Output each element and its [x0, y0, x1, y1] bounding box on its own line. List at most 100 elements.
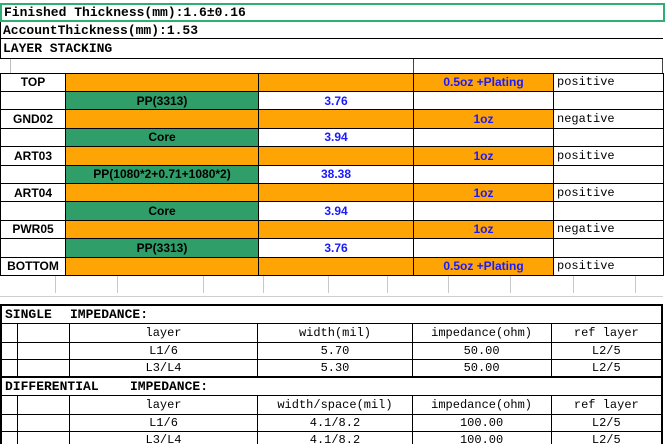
width-header: width(mil) — [258, 323, 413, 342]
ref-layer-cell: L2/5 — [591, 432, 621, 444]
material-cell — [66, 147, 259, 166]
single-impedance-row: L3/L4 5.30 50.00 L2/5 — [2, 359, 661, 376]
stackup-row-bottom: BOTTOM 0.5oz +Plating positive — [1, 257, 664, 276]
thickness-cell — [259, 147, 414, 166]
polarity-cell: positive — [554, 183, 664, 203]
gridline — [635, 275, 636, 293]
layer-header: layer — [70, 395, 259, 414]
stackup-row-gnd02: GND02 1oz negative — [1, 110, 664, 129]
spacer-cell — [2, 323, 18, 342]
layer-name-cell — [1, 128, 66, 148]
thickness-cell — [259, 257, 414, 276]
gridline-strip — [0, 275, 663, 297]
spacer-cell — [18, 395, 70, 414]
spacer-cell — [2, 395, 18, 414]
spacer — [0, 297, 666, 304]
stackup-row-dielectric: PP(1080*2+0.71+1080*2) 38.38 — [1, 165, 664, 184]
account-thickness-text: AccountThickness(mm):1.53 — [3, 22, 199, 38]
layer-name-cell: BOTTOM — [1, 257, 66, 276]
spacer-cell — [18, 414, 70, 431]
gridline — [662, 59, 663, 73]
ref-layer-header: ref layer — [573, 325, 639, 340]
gridline — [328, 275, 329, 293]
ref-layer-cell: L2/5 — [591, 343, 621, 358]
polarity-cell — [554, 239, 664, 258]
layer-stacking-title: LAYER STACKING — [3, 41, 113, 56]
layer-name-cell: ART03 — [1, 147, 66, 166]
copper-weight-cell: 1oz — [414, 183, 554, 203]
copper-weight-cell: 1oz — [414, 110, 554, 129]
layer-cell: L3/L4 — [70, 359, 259, 376]
layer-name-cell — [1, 239, 66, 258]
spacer-cell — [2, 414, 18, 431]
stackup-row-dielectric: Core 3.94 — [1, 202, 664, 221]
width-space-header: width/space(mil) — [258, 395, 413, 414]
ref-layer-cell: L2/5 — [591, 360, 621, 375]
width-cell: 5.70 — [258, 342, 413, 359]
impedance-cell: 100.00 — [413, 414, 552, 431]
differential-impedance-title: DIFFERENTIAL IMPEDANCE: — [2, 378, 661, 396]
differential-impedance-table: DIFFERENTIAL IMPEDANCE: layer width/spac… — [0, 375, 663, 444]
stackup-row-top: TOP 0.5oz +Plating positive — [1, 73, 664, 92]
width-space-cell: 4.1/8.2 — [258, 431, 413, 444]
layer-name-cell — [1, 165, 66, 184]
account-thickness-row: AccountThickness(mm):1.53 — [0, 22, 663, 39]
layer-stacking-title-row: LAYER STACKING — [0, 39, 663, 59]
material-cell — [66, 110, 259, 129]
impedance-cell: 50.00 — [413, 342, 552, 359]
gridline — [263, 275, 264, 293]
stackup-row-dielectric: Core 3.94 — [1, 128, 664, 148]
stackup-row-pwr05: PWR05 1oz negative — [1, 220, 664, 240]
differential-impedance-row: L3/L4 4.1/8.2 100.00 L2/5 — [2, 431, 661, 444]
material-cell: Core — [66, 202, 259, 221]
impedance-label: IMPEDANCE: — [130, 378, 209, 394]
material-cell: PP(1080*2+0.71+1080*2) — [66, 165, 259, 184]
thickness-cell: 38.38 — [259, 165, 414, 184]
ref-layer-cell: L2/5 — [591, 415, 621, 430]
layer-name-cell: GND02 — [1, 110, 66, 129]
copper-weight-cell — [414, 202, 554, 221]
empty-row-strip — [0, 59, 663, 73]
copper-weight-cell — [414, 91, 554, 111]
layer-name-cell: ART04 — [1, 183, 66, 203]
polarity-cell — [554, 165, 664, 184]
layer-cell: L1/6 — [70, 342, 259, 359]
thickness-cell: 3.94 — [259, 128, 414, 148]
gridline — [55, 275, 56, 293]
thickness-cell: 3.94 — [259, 202, 414, 221]
polarity-cell — [554, 128, 664, 148]
layer-name-cell — [1, 202, 66, 221]
gridline — [573, 275, 574, 293]
copper-weight-cell — [414, 239, 554, 258]
thickness-cell — [259, 73, 414, 92]
thickness-cell — [259, 110, 414, 129]
width-space-cell: 4.1/8.2 — [258, 414, 413, 431]
single-impedance-row: L1/6 5.70 50.00 L2/5 — [2, 342, 661, 360]
thickness-cell — [259, 183, 414, 203]
impedance-label: IMPEDANCE: — [70, 306, 149, 322]
impedance-header: impedance(ohm) — [413, 395, 552, 414]
single-impedance-table: SINGLE IMPEDANCE: layer width(mil) imped… — [0, 303, 663, 376]
single-impedance-header: layer width(mil) impedance(ohm) ref laye… — [2, 323, 661, 343]
differential-label: DIFFERENTIAL — [5, 378, 99, 394]
thickness-cell — [259, 220, 414, 240]
material-cell — [66, 257, 259, 276]
impedance-cell: 100.00 — [413, 431, 552, 444]
spacer-cell — [18, 323, 70, 342]
width-cell: 5.30 — [258, 359, 413, 376]
copper-weight-cell: 0.5oz +Plating — [414, 257, 554, 276]
polarity-cell: positive — [554, 257, 664, 276]
single-label: SINGLE — [5, 306, 52, 322]
finished-thickness-text: Finished Thickness(mm):1.6±0.16 — [4, 5, 246, 20]
ref-layer-header: ref layer — [573, 397, 639, 412]
material-cell: Core — [66, 128, 259, 148]
copper-weight-cell — [414, 128, 554, 148]
gridline — [117, 275, 118, 293]
material-cell: PP(3313) — [66, 239, 259, 258]
material-cell — [66, 73, 259, 92]
impedance-cell: 50.00 — [413, 359, 552, 376]
gridline — [203, 275, 204, 293]
layer-name-cell: TOP — [1, 73, 66, 92]
stackup-row-dielectric: PP(3313) 3.76 — [1, 239, 664, 258]
